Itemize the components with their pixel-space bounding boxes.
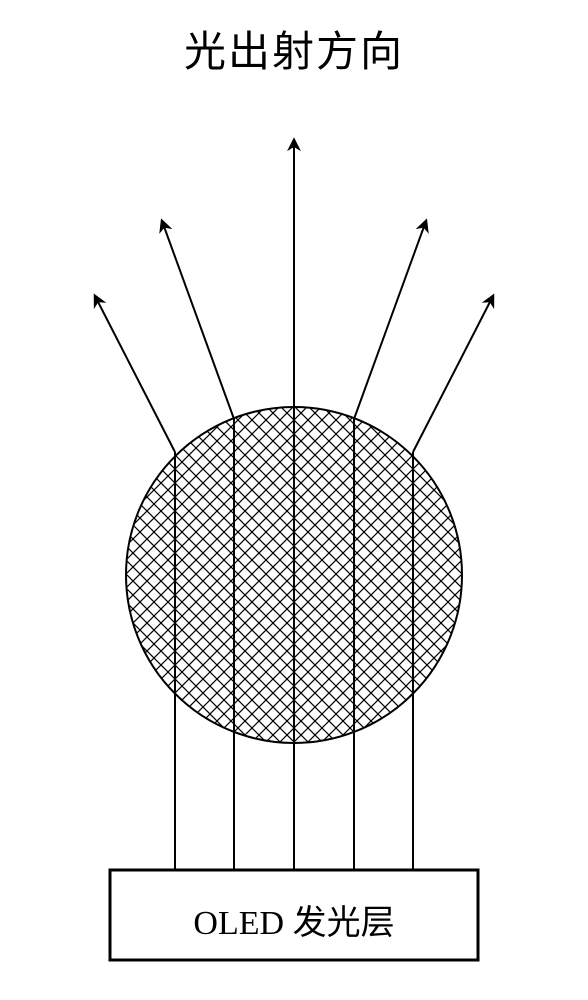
oled-box-label: OLED 发光层	[110, 895, 478, 944]
ray-arrow-1	[162, 221, 234, 419]
diagram-svg	[0, 0, 588, 1000]
ray-arrow-4	[413, 296, 493, 452]
diagram-canvas: 光出射方向 OLED 发光层	[0, 0, 588, 1000]
ray-arrow-0	[95, 296, 175, 452]
ray-arrow-3	[354, 221, 426, 419]
